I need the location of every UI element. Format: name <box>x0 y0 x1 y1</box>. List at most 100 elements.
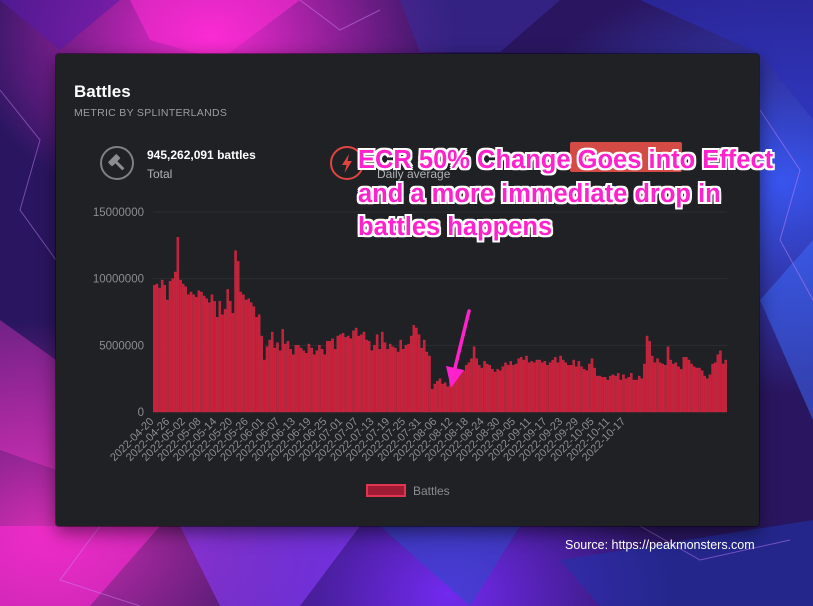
bar-battles[interactable] <box>554 357 557 413</box>
bar-battles[interactable] <box>412 325 416 413</box>
bar-battles[interactable] <box>485 363 489 413</box>
bar-battles[interactable] <box>297 345 300 413</box>
bar-battles[interactable] <box>430 389 434 413</box>
bar-battles[interactable] <box>373 345 376 413</box>
bar-battles[interactable] <box>155 283 159 413</box>
bar-battles[interactable] <box>687 359 691 413</box>
bar-battles[interactable] <box>276 342 279 413</box>
bar-battles[interactable] <box>504 362 507 413</box>
legend-swatch-battles[interactable] <box>366 484 406 497</box>
bar-battles[interactable] <box>664 365 667 413</box>
bar-battles[interactable] <box>706 378 709 413</box>
bar-battles[interactable] <box>208 302 211 413</box>
bar-battles[interactable] <box>643 363 646 413</box>
bar-battles[interactable] <box>231 313 235 413</box>
bar-battles[interactable] <box>441 383 444 413</box>
bar-battles[interactable] <box>402 349 405 413</box>
bar-battles[interactable] <box>375 334 379 413</box>
bar-battles[interactable] <box>396 351 400 413</box>
bar-battles[interactable] <box>339 334 342 413</box>
bar-battles[interactable] <box>546 365 549 413</box>
bar-battles[interactable] <box>184 286 187 413</box>
bar-battles[interactable] <box>286 341 290 413</box>
bar-battles[interactable] <box>444 382 447 413</box>
bar-battles[interactable] <box>362 331 366 413</box>
bar-battles[interactable] <box>682 357 685 413</box>
bar-battles[interactable] <box>163 285 167 413</box>
bar-battles[interactable] <box>661 363 665 413</box>
bar-battles[interactable] <box>181 283 185 413</box>
bar-battles[interactable] <box>160 279 164 413</box>
bar-battles[interactable] <box>703 375 706 413</box>
bar-battles[interactable] <box>436 381 439 413</box>
bar-battles[interactable] <box>567 365 570 413</box>
bar-battles[interactable] <box>506 365 510 413</box>
bar-battles[interactable] <box>598 375 602 413</box>
bar-battles[interactable] <box>189 291 193 413</box>
bar-battles[interactable] <box>223 309 227 413</box>
bar-battles[interactable] <box>260 335 263 413</box>
bar-battles[interactable] <box>250 302 253 413</box>
bar-battles[interactable] <box>341 333 345 413</box>
bar-battles[interactable] <box>265 346 269 413</box>
bar-battles[interactable] <box>174 271 177 413</box>
bar-battles[interactable] <box>588 363 591 413</box>
bar-battles[interactable] <box>352 330 355 413</box>
bar-battles[interactable] <box>407 343 410 413</box>
bar-battles[interactable] <box>234 250 237 413</box>
bar-battles[interactable] <box>210 294 214 413</box>
bar-battles[interactable] <box>467 362 471 413</box>
bar-battles[interactable] <box>383 342 387 413</box>
bar-battles[interactable] <box>257 314 261 413</box>
bar-battles[interactable] <box>409 335 413 413</box>
legend-label-battles[interactable]: Battles <box>413 484 450 498</box>
bar-battles[interactable] <box>564 362 568 413</box>
bar-battles[interactable] <box>708 374 712 413</box>
bar-battles[interactable] <box>669 359 672 413</box>
bar-battles[interactable] <box>645 335 649 413</box>
bar-battles[interactable] <box>672 363 675 413</box>
bar-battles[interactable] <box>344 337 347 413</box>
bar-battles[interactable] <box>651 355 654 413</box>
bar-battles[interactable] <box>512 365 515 413</box>
bar-battles[interactable] <box>349 338 353 413</box>
bar-battles[interactable] <box>315 350 319 413</box>
bar-battles[interactable] <box>438 378 442 413</box>
bar-battles[interactable] <box>215 317 219 413</box>
bar-battles[interactable] <box>302 350 305 413</box>
bar-battles[interactable] <box>347 335 350 413</box>
bar-battles[interactable] <box>716 354 720 413</box>
bar-battles[interactable] <box>719 350 722 413</box>
bar-battles[interactable] <box>517 358 520 413</box>
bar-battles[interactable] <box>226 289 229 413</box>
bar-battles[interactable] <box>698 367 701 413</box>
bar-battles[interactable] <box>289 349 292 413</box>
bar-battles[interactable] <box>520 357 523 413</box>
bar-battles[interactable] <box>656 358 659 413</box>
bar-battles[interactable] <box>255 317 258 413</box>
bar-battles[interactable] <box>386 349 389 413</box>
bar-battles[interactable] <box>433 383 436 413</box>
bar-battles[interactable] <box>693 366 696 413</box>
bar-battles[interactable] <box>559 355 562 413</box>
bar-battles[interactable] <box>404 345 408 413</box>
bar-battles[interactable] <box>336 335 340 413</box>
bar-battles[interactable] <box>399 339 402 413</box>
bar-battles[interactable] <box>195 297 198 413</box>
bar-battles[interactable] <box>200 291 203 413</box>
bar-battles[interactable] <box>585 370 589 413</box>
bar-battles[interactable] <box>556 362 560 413</box>
bar-battles[interactable] <box>637 375 641 413</box>
bar-battles[interactable] <box>614 375 617 413</box>
bar-battles[interactable] <box>630 373 633 413</box>
bar-battles[interactable] <box>187 294 190 413</box>
bar-battles[interactable] <box>284 343 287 413</box>
bar-battles[interactable] <box>333 349 337 413</box>
bar-battles[interactable] <box>423 339 426 413</box>
bar-battles[interactable] <box>218 301 222 413</box>
bar-battles[interactable] <box>166 299 169 413</box>
bar-battles[interactable] <box>451 375 455 413</box>
bar-battles[interactable] <box>690 363 693 413</box>
bar-battles[interactable] <box>695 367 699 413</box>
bar-battles[interactable] <box>724 359 727 413</box>
